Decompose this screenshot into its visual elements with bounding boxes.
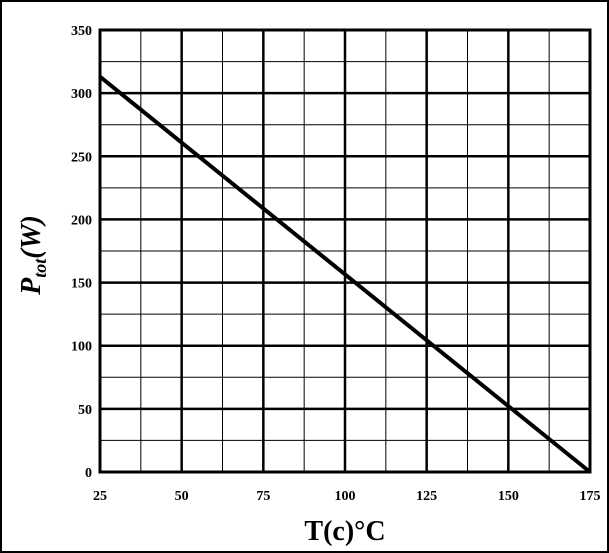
x-tick-label: 50	[175, 489, 189, 504]
y-axis-label: Ptot(W)	[16, 215, 50, 296]
x-tick-label: 75	[256, 489, 270, 504]
y-tick-label: 200	[71, 213, 92, 228]
x-tick-label: 125	[416, 489, 437, 504]
y-tick-label: 150	[71, 277, 92, 292]
series-line	[98, 75, 592, 474]
y-axis-label-main: P	[16, 277, 47, 296]
y-tick-label: 0	[85, 466, 92, 481]
y-axis-label-sub: tot	[30, 258, 50, 278]
y-axis-label-unit: (W)	[16, 215, 47, 259]
series-group	[98, 75, 592, 474]
y-tick-labels: 0 50 100 150 200 250 300 350	[71, 24, 92, 481]
x-tick-labels: 25 50 75 100 125 150 175	[93, 489, 601, 504]
y-tick-label: 300	[71, 87, 92, 102]
x-tick-label: 150	[498, 489, 519, 504]
x-tick-label: 175	[580, 489, 601, 504]
y-tick-label: 250	[71, 150, 92, 165]
y-tick-label: 50	[78, 403, 92, 418]
y-tick-label: 350	[71, 24, 92, 39]
x-tick-label: 100	[335, 489, 356, 504]
plot-border	[98, 28, 592, 474]
x-tick-label: 25	[93, 489, 107, 504]
x-axis-label: T(c)°C	[304, 516, 385, 547]
y-tick-label: 100	[71, 340, 92, 355]
